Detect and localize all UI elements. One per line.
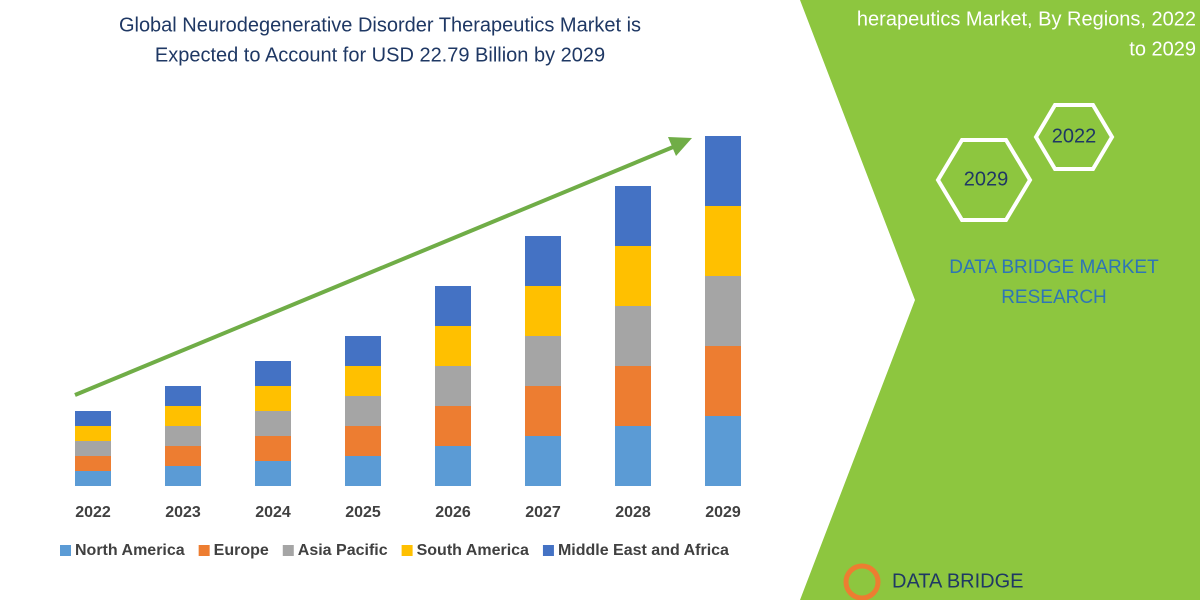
bar-segment [255,436,291,461]
bar-segment [705,136,741,206]
bar-segment [435,406,471,446]
bar-segment [75,456,111,471]
bar-segment [705,416,741,486]
bar-segment [165,426,201,446]
bar-segment [615,186,651,246]
trend-arrow [74,143,679,397]
title-line: Expected to Account for USD 22.79 Billio… [155,44,605,66]
bar-segment [345,426,381,456]
legend-label: Asia Pacific [298,542,388,559]
legend-swatch [542,545,554,556]
x-tick-label: 2029 [705,504,741,521]
bar-segment [165,446,201,466]
side-title: herapeutics Market, By Regions, 2022 [857,8,1196,30]
bar-segment [705,276,741,346]
bar-segment [525,236,561,286]
legend-swatch [282,545,294,556]
hexagon [935,138,1033,222]
x-tick-label: 2022 [75,504,111,521]
legend-label: Europe [214,542,269,559]
bar-segment [615,426,651,486]
bar-segment [165,386,201,406]
bar-segment [705,206,741,276]
logo-text: DATA BRIDGE [892,570,1024,592]
bar-segment [165,466,201,486]
bar-segment [615,306,651,366]
arrow-head [668,137,692,156]
bar-segment [75,471,111,486]
bar-segment [435,286,471,326]
bar-segment [345,366,381,396]
legend-swatch [198,545,210,556]
bar-segment [615,246,651,306]
legend-label: North America [75,542,185,559]
x-tick-label: 2023 [165,504,201,521]
bar-segment [525,286,561,336]
bar-segment [75,426,111,441]
bar-segment [255,411,291,436]
legend-label: Middle East and Africa [558,542,729,559]
x-tick-label: 2026 [435,504,471,521]
x-tick-label: 2027 [525,504,561,521]
brand-text: DATA BRIDGE MARKET [949,257,1159,278]
bar-segment [525,336,561,386]
brand-text: RESEARCH [1001,287,1107,308]
title-line: Global Neurodegenerative Disorder Therap… [119,14,641,36]
bar-segment [345,456,381,486]
bar-segment [435,366,471,406]
side-panel [800,0,1200,600]
bar-segment [435,446,471,486]
bar-segment [255,461,291,486]
x-tick-label: 2025 [345,504,381,521]
legend-label: South America [417,542,529,559]
bar-segment [525,386,561,436]
bar-segment [75,411,111,426]
side-title: to 2029 [1129,38,1196,60]
bar-segment [255,361,291,386]
hexagon-label: 2029 [964,168,1009,190]
hexagon-label: 2022 [1052,125,1097,147]
bar-segment [705,346,741,416]
legend-swatch [60,545,71,556]
bar-segment [255,386,291,411]
x-tick-label: 2028 [615,504,651,521]
logo-icon [843,563,881,600]
bar-segment [615,366,651,426]
bar-segment [75,441,111,456]
bar-segment [435,326,471,366]
x-tick-label: 2024 [255,504,291,521]
bar-segment [525,436,561,486]
hexagon [1033,103,1115,171]
bar-segment [165,406,201,426]
bar-segment [345,336,381,366]
bar-segment [345,396,381,426]
legend-swatch [401,545,413,556]
